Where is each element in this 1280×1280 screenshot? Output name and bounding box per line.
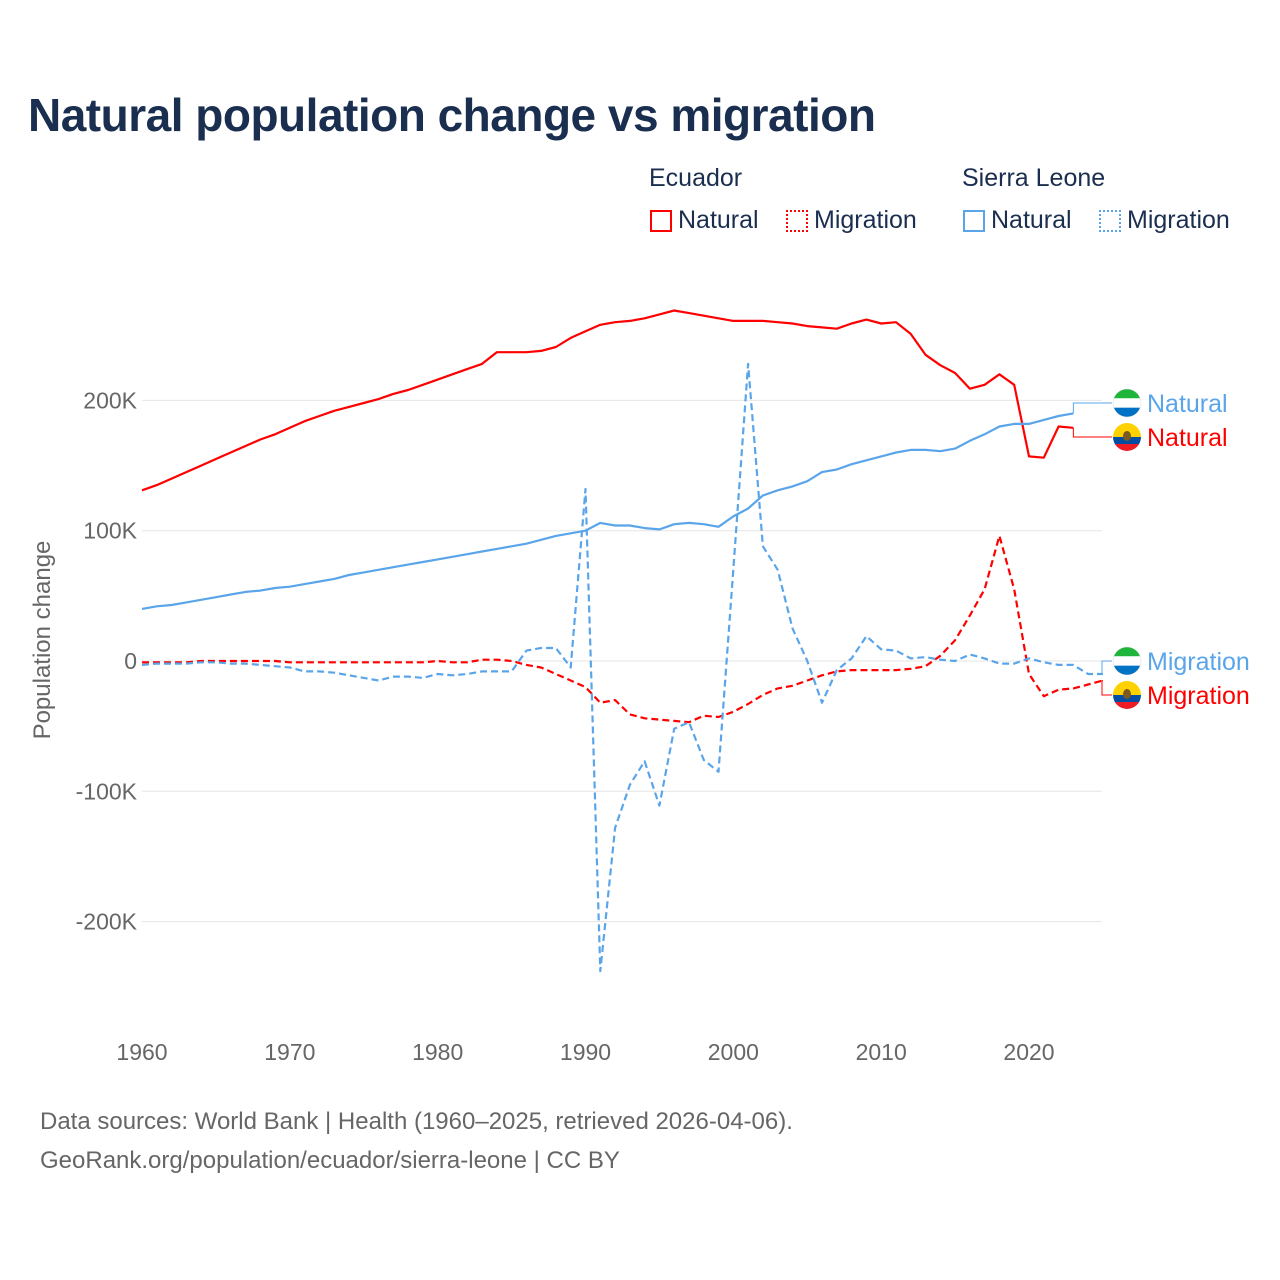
y-axis-label: Population change [29, 541, 56, 740]
label-connector [1072, 402, 1112, 414]
ecuador-flag-icon [1113, 423, 1141, 451]
label-connector [1101, 660, 1112, 675]
series-line-ecuador-migration [142, 534, 1104, 724]
y-tick-label: -200K [76, 909, 138, 935]
legend-swatch-dotted [1099, 209, 1121, 232]
legend-group-ecuador: Ecuador [649, 164, 743, 192]
label-connector [1072, 427, 1112, 438]
legend-swatch-solid [650, 209, 672, 232]
sierra-leone-flag-icon [1112, 388, 1142, 418]
y-tick-label: -100K [76, 778, 138, 804]
x-tick-label: 1990 [560, 1039, 611, 1065]
end-label: Natural [1147, 424, 1228, 452]
chart-title: Natural population change vs migration [28, 89, 876, 141]
legend-label: Natural [678, 206, 759, 234]
label-connector [1101, 680, 1112, 696]
legend-ecuador-natural[interactable]: Natural [650, 206, 759, 235]
footer-sources: Data sources: World Bank | Health (1960–… [40, 1108, 793, 1135]
x-tick-label: 1960 [116, 1039, 167, 1065]
legend-label: Migration [1127, 206, 1230, 234]
x-tick-label: 1980 [412, 1039, 463, 1065]
sierra-leone-flag-icon [1112, 646, 1142, 676]
series-line-sierra-leone-migration [141, 362, 1103, 973]
y-tick-label: 0 [124, 648, 137, 674]
x-tick-label: 2000 [708, 1039, 759, 1065]
legend-sierra-leone-natural[interactable]: Natural [963, 206, 1072, 235]
legend-sierra-leone-migration[interactable]: Migration [1099, 206, 1230, 235]
end-label: Migration [1147, 682, 1250, 710]
legend-label: Migration [814, 206, 917, 234]
end-label: Natural [1147, 390, 1228, 418]
series-line-ecuador-natural [141, 309, 1074, 492]
legend-group-sierra-leone: Sierra Leone [962, 164, 1106, 192]
series-line-sierra-leone-natural [141, 412, 1074, 610]
ecuador-flag-icon [1113, 681, 1141, 709]
end-label: Migration [1147, 648, 1250, 676]
footer-link[interactable]: GeoRank.org/population/ecuador/sierra-le… [40, 1147, 620, 1174]
y-tick-label: 200K [83, 387, 137, 413]
legend-label: Natural [991, 206, 1072, 234]
x-tick-label: 1970 [264, 1039, 315, 1065]
legend-swatch-solid [963, 209, 985, 232]
legend-ecuador-migration[interactable]: Migration [786, 206, 917, 235]
x-tick-label: 2020 [1003, 1039, 1054, 1065]
legend-swatch-dotted [786, 209, 808, 232]
x-tick-label: 2010 [856, 1039, 907, 1065]
y-tick-label: 100K [83, 518, 137, 544]
